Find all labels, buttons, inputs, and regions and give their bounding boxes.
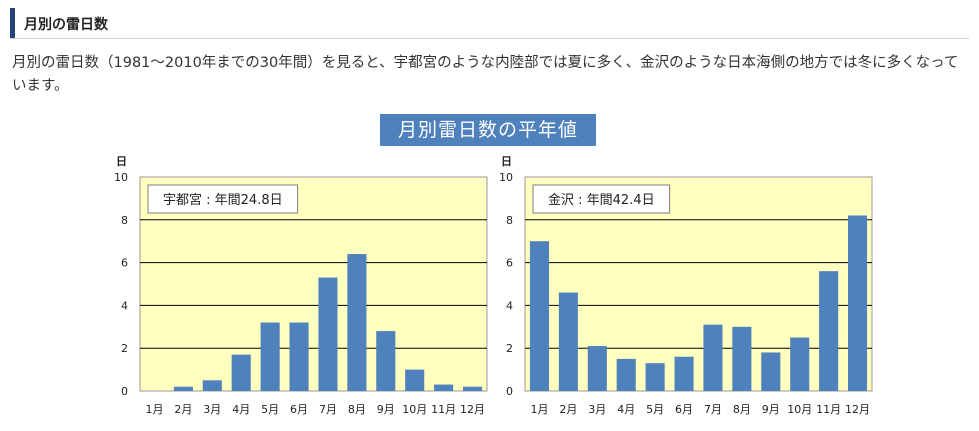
x-tick-label: 5月 — [646, 403, 664, 416]
chart-title: 宇都宮 : 年間24.8日 — [163, 192, 283, 208]
x-tick-label: 2月 — [559, 403, 577, 416]
y-tick-label: 8 — [121, 214, 128, 227]
bar — [558, 292, 578, 391]
bar — [616, 358, 636, 391]
x-tick-label: 6月 — [675, 403, 693, 416]
x-tick-label: 11月 — [431, 403, 456, 416]
bar — [434, 384, 454, 391]
x-tick-label: 1月 — [530, 403, 548, 416]
x-tick-label: 8月 — [733, 403, 751, 416]
y-tick-label: 2 — [121, 342, 128, 355]
chart-title-box: 金沢 : 年間42.4日 — [532, 184, 671, 214]
bar — [703, 324, 723, 391]
bar — [529, 241, 550, 391]
section-accent-bar — [10, 8, 15, 38]
x-tick-label: 12月 — [845, 403, 870, 416]
bar — [376, 331, 396, 391]
x-tick-label: 3月 — [588, 403, 606, 416]
bar — [645, 363, 665, 391]
bar — [790, 337, 810, 391]
bar — [732, 326, 752, 391]
x-tick-label: 4月 — [617, 403, 635, 416]
y-tick-label: 10 — [114, 171, 128, 184]
y-tick-label: 6 — [121, 257, 128, 270]
x-tick-label: 8月 — [348, 403, 366, 416]
bar — [847, 215, 868, 391]
x-tick-label: 2月 — [174, 403, 192, 416]
bar — [462, 386, 483, 391]
x-tick-label: 11月 — [816, 403, 841, 416]
y-axis-label: 日 — [116, 155, 127, 168]
bar — [405, 369, 425, 391]
chart-title-frame — [532, 184, 671, 214]
x-tick-label: 4月 — [232, 403, 250, 416]
y-tick-label: 4 — [121, 299, 128, 312]
y-tick-label: 0 — [506, 385, 513, 398]
bar — [289, 322, 309, 391]
chart-kanazawa: 0 2 4 6 8 10 日 1月 2月 3月 4月 5月 6月 7月 8月 9月 10月 11月 12月 金沢 : … — [499, 155, 873, 416]
intro-paragraph: 月別の雷日数（1981～2010年までの30年間）を見ると、宇都宮のような内陸部… — [12, 55, 959, 94]
y-tick-label: 10 — [499, 171, 513, 184]
bar — [761, 352, 781, 391]
y-tick-label: 0 — [121, 385, 128, 398]
chart-banner: 月別雷日数の平年値 — [380, 114, 596, 146]
y-tick-label: 6 — [506, 257, 513, 270]
x-tick-label: 5月 — [261, 403, 279, 416]
bar — [674, 356, 694, 391]
x-tick-label: 7月 — [704, 403, 722, 416]
x-tick-label: 9月 — [762, 403, 780, 416]
x-tick-label: 10月 — [787, 403, 812, 416]
y-axis-label: 日 — [501, 155, 512, 168]
x-tick-label: 3月 — [203, 403, 221, 416]
chart-utsunomiya: 0 2 4 6 8 10 日 1月 2月 3月 4月 5月 6月 7月 8月 9月 10月 11月 12月 宇都宮 :… — [114, 155, 488, 416]
x-tick-label: 12月 — [460, 403, 485, 416]
bar — [347, 254, 367, 391]
bar — [231, 354, 251, 391]
y-tick-label: 4 — [506, 299, 513, 312]
x-tick-label: 7月 — [319, 403, 337, 416]
chart-title-box: 宇都宮 : 年間24.8日 — [147, 184, 299, 214]
bar — [587, 346, 607, 391]
section-title: 月別の雷日数 — [24, 17, 108, 33]
y-tick-label: 2 — [506, 342, 513, 355]
x-tick-label: 1月 — [145, 403, 163, 416]
y-tick-label: 8 — [506, 214, 513, 227]
bar — [819, 271, 839, 391]
chart-title: 金沢 : 年間42.4日 — [548, 192, 655, 208]
x-tick-label: 9月 — [377, 403, 395, 416]
bar — [260, 322, 280, 391]
bar — [202, 380, 222, 391]
x-tick-label: 6月 — [290, 403, 308, 416]
bar — [318, 277, 338, 391]
bar — [173, 386, 193, 391]
section-header: 月別の雷日数 — [10, 8, 969, 39]
chart-title-frame — [147, 184, 299, 214]
x-tick-label: 10月 — [402, 403, 427, 416]
